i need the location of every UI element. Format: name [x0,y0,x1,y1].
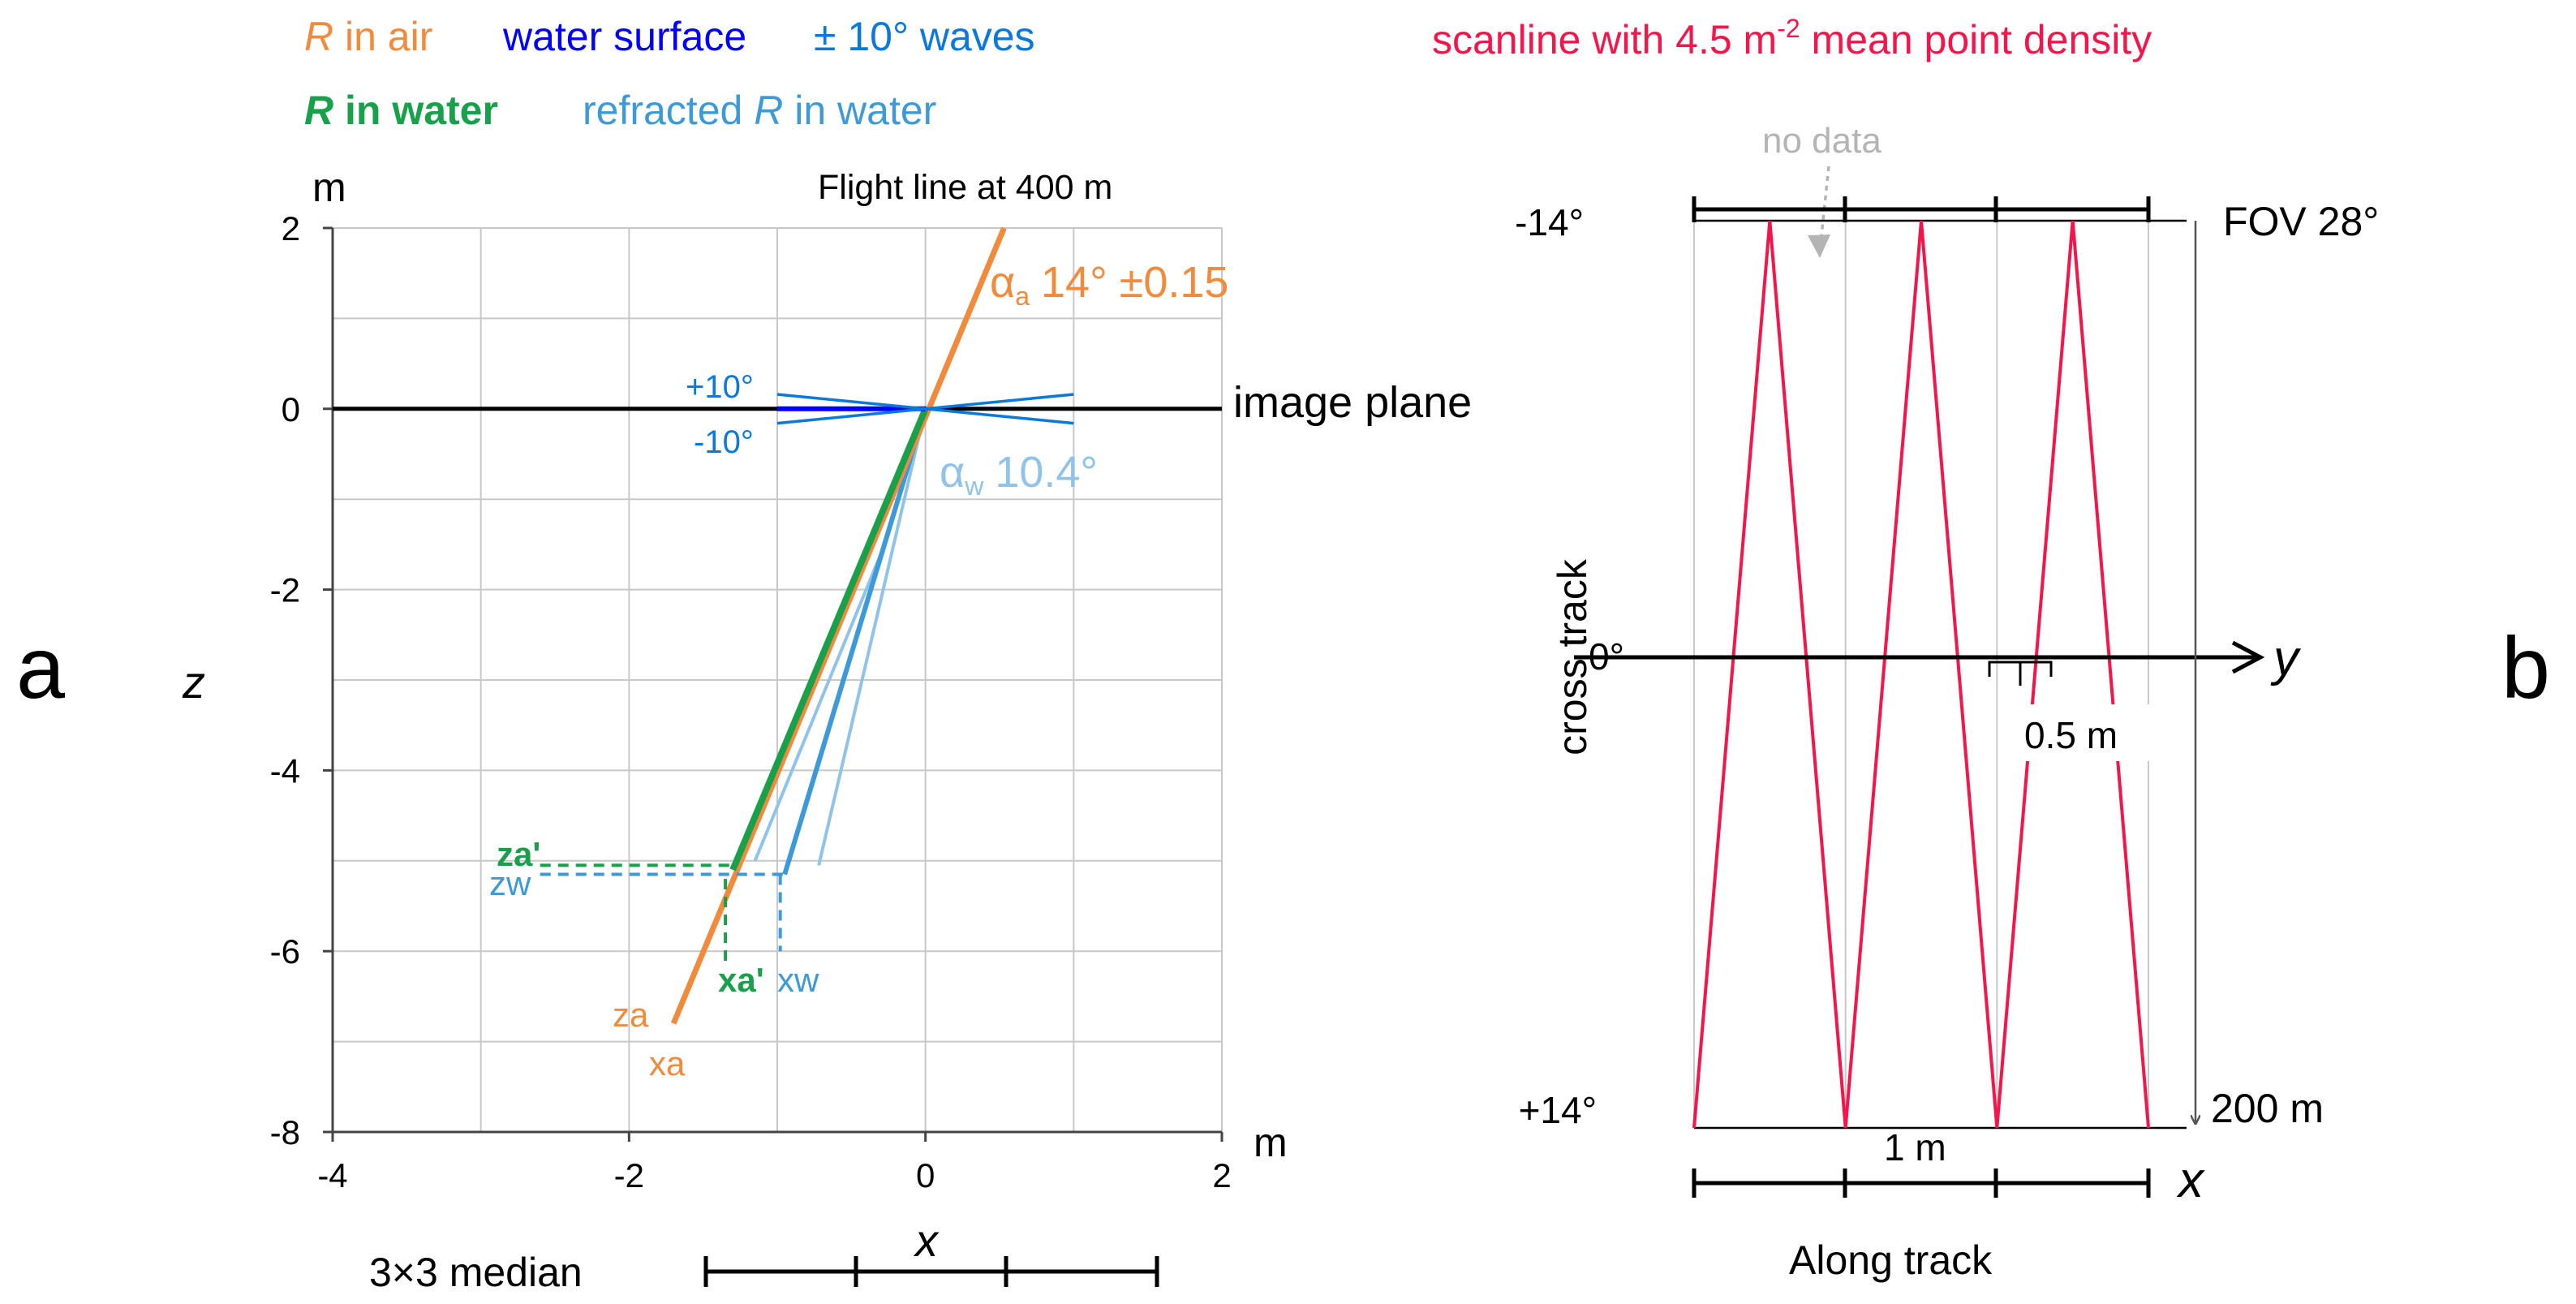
image-plane-label: image plane [1233,378,1472,427]
xa-prime-label: xa' [718,961,764,999]
series-r-in-air [670,226,1007,1025]
panel-a: a R in air water surface ± 10° waves R i… [16,14,1472,1295]
plot-b-grid [1693,219,2187,1130]
x-axis-letter: x [2176,1152,2205,1208]
y-unit-label: m [312,165,346,210]
fov-label: FOV 28° [2223,199,2379,244]
median-scale [703,1256,1159,1287]
series-r-in-water [729,407,929,871]
legend-refracted: refracted R in water [583,88,936,133]
x-unit-label: m [1254,1120,1288,1165]
panel-a-letter: a [16,618,66,717]
za-label: za [613,996,649,1034]
spacing-full-label: 1 m [1884,1126,1946,1168]
y-tick-label: -2 [270,571,300,609]
y-axis-arrowhead [2231,640,2265,674]
series--10-wave [776,393,1074,425]
no-data-label: no data [1762,121,1881,161]
flight-line-label: Flight line at 400 m [818,168,1112,207]
za-prime-label: za' [497,835,540,873]
plot-a-lines [670,226,1074,1025]
legend: R in air water surface ± 10° waves R in … [304,14,1035,133]
angle-mid-label: 0° [1589,635,1624,678]
x-axis-label: x [913,1215,940,1266]
no-data-arrow [1808,166,1830,258]
spacing-half-label: 0.5 m [2024,714,2118,756]
angle-top-label: -14° [1515,201,1584,243]
x-tick-label: 0 [916,1156,935,1194]
series-refracted-r-in-water-10-wave- [817,408,927,866]
along-track-label: Along track [1789,1237,1993,1283]
panel-b-title: scanline with 4.5 m-2 mean point density [1432,14,2152,62]
y-tick-label: -6 [270,932,300,970]
legend-waves: ± 10° waves [814,14,1035,59]
x-tick-label: -4 [317,1156,347,1194]
series-refracted-r-in-water-10-wave- [753,553,883,862]
bottom-ruler [1692,1168,2151,1198]
y-tick-label: -8 [270,1113,300,1151]
plot-a-grid [323,226,1223,1142]
spacing-half-bracket [1988,661,2053,686]
legend-r-in-water: R in water [304,88,498,133]
alpha-a-label: αa 14° ±0.15 [990,258,1228,311]
scanline-zigzag [1692,220,2150,1129]
plot-a-markers [540,863,785,965]
xa-label: xa [649,1044,686,1082]
angle-bottom-label: +14° [1519,1089,1597,1131]
y-axis-label: z [182,656,205,708]
xw-label: xw [777,961,819,999]
x-tick-label: -2 [614,1156,644,1194]
y-tick-label: 2 [282,209,300,247]
legend-r-in-air: R in air [304,14,432,59]
distance-label: 200 m [2211,1086,2324,1131]
plot-b-scanline [1692,220,2150,1129]
zw-label: zw [489,864,531,902]
y-axis-letter: y [2270,630,2302,686]
panel-b-letter: b [2501,618,2550,717]
y-tick-label: -4 [270,751,300,790]
x-tick-label: 2 [1212,1156,1231,1194]
plot-a-tick-labels: 2 0 -2 -4 -6 -8 -4 -2 0 2 [270,209,1232,1194]
series-refracted-r-in-water [782,407,928,876]
legend-water-surface: water surface [502,14,746,59]
y-tick-label: 0 [282,390,300,428]
minus10-label: -10° [694,424,754,460]
panel-b: b scanline with 4.5 m-2 mean point densi… [1432,14,2550,1283]
alpha-w-label: αw 10.4° [940,448,1098,501]
median-label: 3×3 median [369,1250,583,1295]
top-ruler [1692,196,2151,222]
plus10-label: +10° [686,369,754,405]
cross-track-label: cross track [1550,558,1595,755]
spacing-half-label-bg [2008,704,2150,761]
